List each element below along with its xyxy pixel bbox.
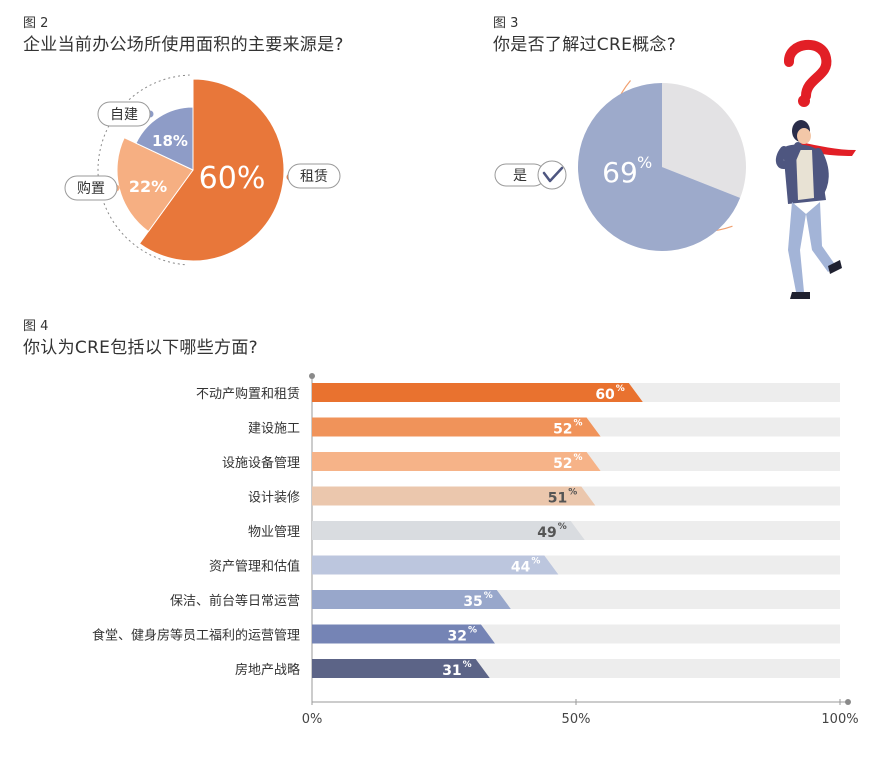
bar4-value-label-0: 60 <box>595 387 615 403</box>
pie2-category-label-1-box <box>64 175 118 201</box>
pie3-outer-arc <box>608 80 733 233</box>
question-mark-icon <box>784 39 832 107</box>
pie3-slice-0 <box>578 83 741 251</box>
bar4-category-label-2: 设施设备管理 <box>222 455 300 471</box>
pie2-callout-dot-0 <box>286 173 294 181</box>
pie2-slice-2 <box>135 106 194 171</box>
bar4-value-label-6: 35 <box>463 594 482 610</box>
bar4-value-suffix-7: % <box>468 626 477 636</box>
bar4-x-tick-label-2: 100% <box>821 712 858 727</box>
bar4-track-6 <box>312 590 840 609</box>
bar4-category-label-4: 物业管理 <box>248 525 300 540</box>
bar4-value-label-1: 52 <box>553 422 572 438</box>
figure-2-label: 图 2 <box>23 16 49 31</box>
pie3-category-label-box <box>494 163 546 187</box>
bar4-category-label-1: 建设施工 <box>248 422 300 437</box>
figure-4-title: 你认为CRE包括以下哪些方面? <box>23 338 258 358</box>
check-icon <box>537 160 567 190</box>
bar4-value-label-7: 32 <box>447 629 466 645</box>
bar4-x-axis-end <box>845 699 851 705</box>
bar4-category-label-7: 食堂、健身房等员工福利的运营管理 <box>92 628 300 644</box>
pie2-category-label-2-text: 自建 <box>110 107 138 123</box>
pie2-category-label-0-box <box>287 163 341 189</box>
bar4-bar-4 <box>312 521 585 540</box>
bar4-category-label-6: 保洁、前台等日常运营 <box>170 593 300 609</box>
figure-3-title: 你是否了解过CRE概念? <box>493 35 677 55</box>
bar4-x-tick-label-0: 0% <box>302 712 323 727</box>
bar4-track-2 <box>312 452 840 471</box>
pie2-category-label-2: 自建 <box>97 101 151 127</box>
bar4-category-label-8: 房地产战略 <box>235 662 300 678</box>
pie3-slice-1 <box>662 83 746 198</box>
pie2-dashed-ring <box>97 74 190 266</box>
bar4-bar-1 <box>312 417 601 437</box>
bar4-track-1 <box>312 417 840 437</box>
bar4-value-suffix-1: % <box>574 419 583 429</box>
bar4-x-tick-label-1: 50% <box>562 712 591 727</box>
pie2-value-label-2: 18% <box>152 132 188 150</box>
bar4-value-label-5: 44 <box>511 560 531 576</box>
bar4-value-label-4: 49 <box>537 525 556 541</box>
bar4-category-label-3: 设计装修 <box>248 491 300 506</box>
figure-4-label: 图 4 <box>23 319 49 334</box>
bar4-value-suffix-6: % <box>484 591 493 601</box>
bar4-bar-5 <box>312 555 559 575</box>
bar4-bar-3 <box>312 486 596 506</box>
bar4-value-suffix-2: % <box>574 453 583 463</box>
pie2-slice-0 <box>138 78 285 262</box>
bar4-bar-0 <box>312 383 643 402</box>
bar4-value-label-8: 31 <box>442 663 461 679</box>
pie3-category-label-text: 是 <box>513 168 527 184</box>
pie3-value-percent: % <box>637 153 652 172</box>
bar4-track-7 <box>312 624 840 644</box>
bar4-value-label-2: 52 <box>553 456 572 472</box>
pie2-category-label-1-text: 购置 <box>77 181 105 197</box>
pie2-callout-dot-1 <box>112 184 120 192</box>
bar4-bar-7 <box>312 624 495 644</box>
figure-3-label: 图 3 <box>493 16 519 31</box>
pie2-slice-1 <box>116 136 194 233</box>
bar4-value-suffix-0: % <box>616 384 625 394</box>
bar4-track-0 <box>312 383 840 402</box>
bar4-track-3 <box>312 486 840 506</box>
bar4-category-label-0: 不动产购置和租赁 <box>196 386 300 402</box>
bar4-track-4 <box>312 521 840 540</box>
pie3-value-label: 69 <box>602 156 638 189</box>
pie2-value-label-1: 22% <box>129 177 167 196</box>
bar4-category-label-5: 资产管理和估值 <box>209 559 300 575</box>
bar4-bar-2 <box>312 452 601 471</box>
bar4-bar-8 <box>312 659 490 678</box>
bar4-bar-6 <box>312 590 511 609</box>
pie2-category-label-2-box <box>97 101 151 127</box>
pie3-category-label: 是 <box>494 163 546 187</box>
pie2-category-label-1: 购置 <box>64 175 118 201</box>
bar4-value-label-3: 51 <box>548 491 567 507</box>
pie2-callout-dot-2 <box>146 110 154 118</box>
bar4-value-suffix-8: % <box>463 660 472 670</box>
bar4-value-suffix-3: % <box>568 488 577 498</box>
bar4-value-suffix-4: % <box>558 522 567 532</box>
pie2-value-label-0: 60% <box>199 161 266 196</box>
bar4-value-suffix-5: % <box>531 557 540 567</box>
bar4-track-5 <box>312 555 840 575</box>
pie2-category-label-0: 租赁 <box>287 163 341 189</box>
pie2-category-label-0-text: 租赁 <box>300 169 328 185</box>
figure-2-title: 企业当前办公场所使用面积的主要来源是? <box>23 35 344 55</box>
bar4-y-axis-end <box>309 373 315 379</box>
bar4-track-8 <box>312 659 840 678</box>
